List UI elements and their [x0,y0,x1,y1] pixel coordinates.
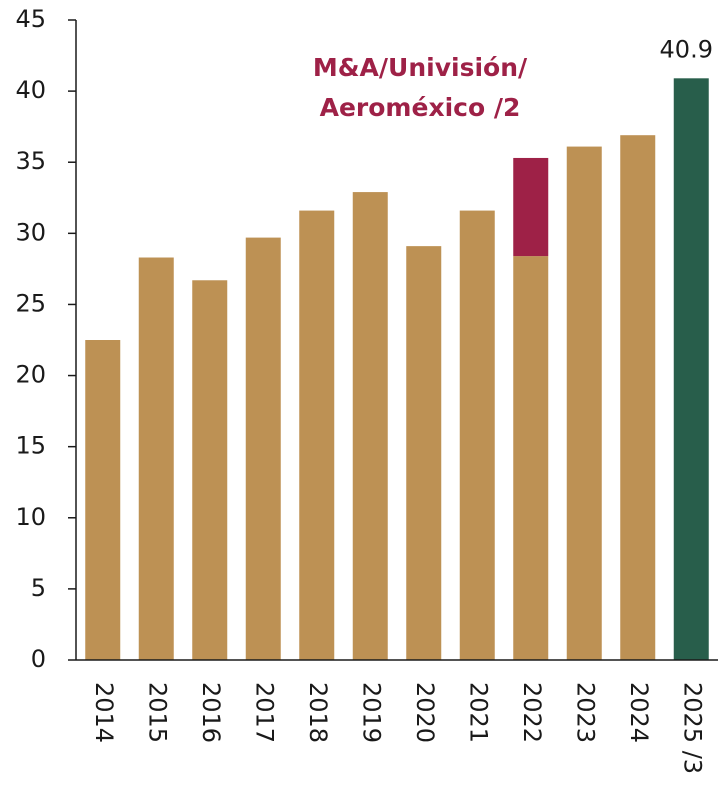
bar [673,78,709,661]
x-tick-label: 2018 [304,682,332,743]
y-tick-label: 30 [15,218,46,246]
bar [245,237,281,660]
bar [566,146,602,661]
bar [459,210,495,661]
y-tick-label: 40 [15,76,46,104]
bar [352,192,388,661]
y-tick-label: 5 [31,574,46,602]
bar [85,340,121,660]
x-tick-label: 2017 [250,682,278,743]
x-tick-label: 2020 [411,682,439,743]
y-tick-label: 45 [15,5,46,33]
data-label: 40.9 [660,35,713,63]
y-tick-label: 25 [15,289,46,317]
x-tick-label: 2019 [357,682,385,743]
y-tick-label: 35 [15,147,46,175]
annotation: M&A/Univisión/ Aeroméxico /2 [312,53,528,122]
x-tick-label: 2021 [464,682,492,743]
x-tick-label: 2014 [90,682,118,743]
x-tick-label: 2025 /3 [678,682,706,774]
x-tick-label: 2022 [518,682,546,743]
bar [513,157,549,257]
bar [620,135,656,660]
y-tick-label: 10 [15,503,46,531]
y-tick-label: 15 [15,432,46,460]
x-tick-label: 2024 [625,682,653,743]
y-tick-label: 20 [15,361,46,389]
x-tick-label: 2023 [571,682,599,743]
bar [299,210,335,661]
y-tick-label: 0 [31,645,46,673]
x-tick-label: 2016 [197,682,225,743]
bar [513,256,549,660]
bar [406,246,442,660]
bar [138,257,174,660]
x-tick-label: 2015 [143,682,171,743]
bar [192,280,228,660]
